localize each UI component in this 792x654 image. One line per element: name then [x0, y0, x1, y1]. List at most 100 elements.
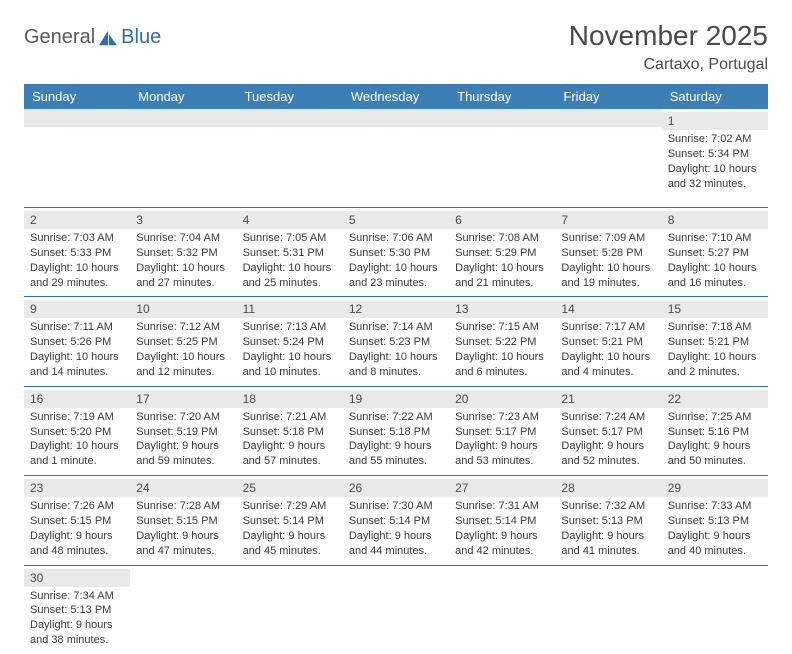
day-cell: 13Sunrise: 7:15 AMSunset: 5:22 PMDayligh… — [449, 297, 555, 385]
day-info: Sunrise: 7:02 AMSunset: 5:34 PMDaylight:… — [668, 132, 762, 191]
calendar-cell: 23 Sunrise: 7:26 AMSunset: 5:15 PMDayligh… — [24, 476, 130, 565]
calendar-cell — [130, 565, 236, 654]
calendar-row: 2Sunrise: 7:03 AMSunset: 5:33 PMDaylight… — [24, 208, 768, 297]
col-saturday: Saturday — [662, 84, 768, 109]
day-cell: 22Sunrise: 7:25 AMSunset: 5:16 PMDayligh… — [662, 387, 768, 475]
calendar-body: 1 Sunrise: 7:02 AMSunset: 5:34 PMDaylight… — [24, 109, 768, 654]
day-cell: 26Sunrise: 7:30 AMSunset: 5:14 PMDayligh… — [343, 476, 449, 564]
day-number: 19 — [343, 390, 449, 408]
day-info: Sunrise: 7:17 AMSunset: 5:21 PMDaylight:… — [561, 320, 655, 379]
day-number: 11 — [237, 300, 343, 318]
calendar-row: 1 Sunrise: 7:02 AMSunset: 5:34 PMDaylight… — [24, 109, 768, 208]
calendar-cell: 12 Sunrise: 7:14 AMSunset: 5:23 PMDayligh… — [343, 297, 449, 386]
day-cell: 9Sunrise: 7:11 AMSunset: 5:26 PMDaylight… — [24, 297, 130, 385]
day-number: 12 — [343, 300, 449, 318]
col-thursday: Thursday — [449, 84, 555, 109]
logo-text-2: Blue — [121, 26, 161, 49]
calendar-cell: 9Sunrise: 7:11 AMSunset: 5:26 PMDaylight… — [24, 297, 130, 386]
day-info: Sunrise: 7:19 AMSunset: 5:20 PMDaylight:… — [30, 410, 124, 469]
day-cell: 4Sunrise: 7:05 AMSunset: 5:31 PMDaylight… — [237, 208, 343, 296]
calendar-cell — [343, 565, 449, 654]
day-info: Sunrise: 7:31 AMSunset: 5:14 PMDaylight:… — [455, 499, 549, 558]
calendar-cell: 16Sunrise: 7:19 AMSunset: 5:20 PMDayligh… — [24, 386, 130, 475]
day-number: 10 — [130, 300, 236, 318]
calendar-cell: 13Sunrise: 7:15 AMSunset: 5:22 PMDayligh… — [449, 297, 555, 386]
day-number: 3 — [130, 211, 236, 229]
calendar-cell: 7 Sunrise: 7:09 AMSunset: 5:28 PMDaylight… — [555, 208, 661, 297]
calendar-cell: 27 Sunrise: 7:31 AMSunset: 5:14 PMDayligh… — [449, 476, 555, 565]
day-info: Sunrise: 7:20 AMSunset: 5:19 PMDaylight:… — [136, 410, 230, 469]
day-info: Sunrise: 7:28 AMSunset: 5:15 PMDaylight:… — [136, 499, 230, 558]
day-number: 7 — [555, 211, 661, 229]
day-number: 26 — [343, 479, 449, 497]
day-cell: 29 Sunrise: 7:33 AMSunset: 5:13 PMDayligh… — [662, 476, 768, 564]
empty-day-bar — [449, 109, 555, 127]
day-cell: 19 Sunrise: 7:22 AMSunset: 5:18 PMDayligh… — [343, 387, 449, 475]
day-cell: 1 Sunrise: 7:02 AMSunset: 5:34 PMDaylight… — [662, 109, 768, 197]
col-tuesday: Tuesday — [237, 84, 343, 109]
calendar-cell: 3Sunrise: 7:04 AMSunset: 5:32 PMDaylight… — [130, 208, 236, 297]
day-cell: 25Sunrise: 7:29 AMSunset: 5:14 PMDayligh… — [237, 476, 343, 564]
day-number: 20 — [449, 390, 555, 408]
calendar-cell — [555, 565, 661, 654]
empty-day-bar — [237, 109, 343, 127]
empty-day-bar — [555, 109, 661, 127]
day-cell: 2Sunrise: 7:03 AMSunset: 5:33 PMDaylight… — [24, 208, 130, 296]
day-number: 1 — [662, 112, 768, 130]
day-number: 30 — [24, 569, 130, 587]
weekday-header-row: Sunday Monday Tuesday Wednesday Thursday… — [24, 84, 768, 109]
calendar-cell: 17Sunrise: 7:20 AMSunset: 5:19 PMDayligh… — [130, 386, 236, 475]
calendar-cell: 30Sunrise: 7:34 AMSunset: 5:13 PMDayligh… — [24, 565, 130, 654]
title-block: November 2025 Cartaxo, Portugal — [569, 20, 768, 74]
day-number: 29 — [662, 479, 768, 497]
day-cell: 18Sunrise: 7:21 AMSunset: 5:18 PMDayligh… — [237, 387, 343, 475]
day-number: 4 — [237, 211, 343, 229]
empty-day-bar — [24, 109, 130, 127]
calendar-cell — [237, 565, 343, 654]
header: General Blue November 2025 Cartaxo, Port… — [24, 20, 768, 74]
page-title: November 2025 — [569, 20, 768, 52]
day-cell: 6Sunrise: 7:08 AMSunset: 5:29 PMDaylight… — [449, 208, 555, 296]
calendar-cell — [237, 109, 343, 208]
col-wednesday: Wednesday — [343, 84, 449, 109]
day-number: 27 — [449, 479, 555, 497]
day-info: Sunrise: 7:09 AMSunset: 5:28 PMDaylight:… — [561, 231, 655, 290]
calendar-cell: 2Sunrise: 7:03 AMSunset: 5:33 PMDaylight… — [24, 208, 130, 297]
day-number: 8 — [662, 211, 768, 229]
day-info: Sunrise: 7:06 AMSunset: 5:30 PMDaylight:… — [349, 231, 443, 290]
calendar-cell: 22Sunrise: 7:25 AMSunset: 5:16 PMDayligh… — [662, 386, 768, 475]
calendar-cell — [449, 565, 555, 654]
day-cell: 30Sunrise: 7:34 AMSunset: 5:13 PMDayligh… — [24, 566, 130, 654]
day-cell: 21Sunrise: 7:24 AMSunset: 5:17 PMDayligh… — [555, 387, 661, 475]
day-number: 22 — [662, 390, 768, 408]
day-info: Sunrise: 7:22 AMSunset: 5:18 PMDaylight:… — [349, 410, 443, 469]
day-info: Sunrise: 7:14 AMSunset: 5:23 PMDaylight:… — [349, 320, 443, 379]
col-sunday: Sunday — [24, 84, 130, 109]
day-cell: 7 Sunrise: 7:09 AMSunset: 5:28 PMDaylight… — [555, 208, 661, 296]
calendar-cell — [130, 109, 236, 208]
day-cell: 11Sunrise: 7:13 AMSunset: 5:24 PMDayligh… — [237, 297, 343, 385]
day-info: Sunrise: 7:33 AMSunset: 5:13 PMDaylight:… — [668, 499, 762, 558]
calendar-cell: 4Sunrise: 7:05 AMSunset: 5:31 PMDaylight… — [237, 208, 343, 297]
calendar-cell: 18Sunrise: 7:21 AMSunset: 5:18 PMDayligh… — [237, 386, 343, 475]
day-number: 2 — [24, 211, 130, 229]
day-cell: 15Sunrise: 7:18 AMSunset: 5:21 PMDayligh… — [662, 297, 768, 385]
day-number: 5 — [343, 211, 449, 229]
day-cell: 24Sunrise: 7:28 AMSunset: 5:15 PMDayligh… — [130, 476, 236, 564]
day-cell: 17Sunrise: 7:20 AMSunset: 5:19 PMDayligh… — [130, 387, 236, 475]
day-number: 23 — [24, 479, 130, 497]
calendar-table: Sunday Monday Tuesday Wednesday Thursday… — [24, 84, 768, 654]
day-info: Sunrise: 7:24 AMSunset: 5:17 PMDaylight:… — [561, 410, 655, 469]
calendar-cell: 26Sunrise: 7:30 AMSunset: 5:14 PMDayligh… — [343, 476, 449, 565]
calendar-cell: 5 Sunrise: 7:06 AMSunset: 5:30 PMDaylight… — [343, 208, 449, 297]
calendar-cell: 21Sunrise: 7:24 AMSunset: 5:17 PMDayligh… — [555, 386, 661, 475]
day-info: Sunrise: 7:26 AMSunset: 5:15 PMDaylight:… — [30, 499, 124, 558]
calendar-cell — [449, 109, 555, 208]
day-info: Sunrise: 7:08 AMSunset: 5:29 PMDaylight:… — [455, 231, 549, 290]
calendar-cell: 29 Sunrise: 7:33 AMSunset: 5:13 PMDayligh… — [662, 476, 768, 565]
calendar-cell — [555, 109, 661, 208]
day-cell: 5 Sunrise: 7:06 AMSunset: 5:30 PMDaylight… — [343, 208, 449, 296]
calendar-cell: 20Sunrise: 7:23 AMSunset: 5:17 PMDayligh… — [449, 386, 555, 475]
day-cell: 27 Sunrise: 7:31 AMSunset: 5:14 PMDayligh… — [449, 476, 555, 564]
calendar-cell: 8Sunrise: 7:10 AMSunset: 5:27 PMDaylight… — [662, 208, 768, 297]
